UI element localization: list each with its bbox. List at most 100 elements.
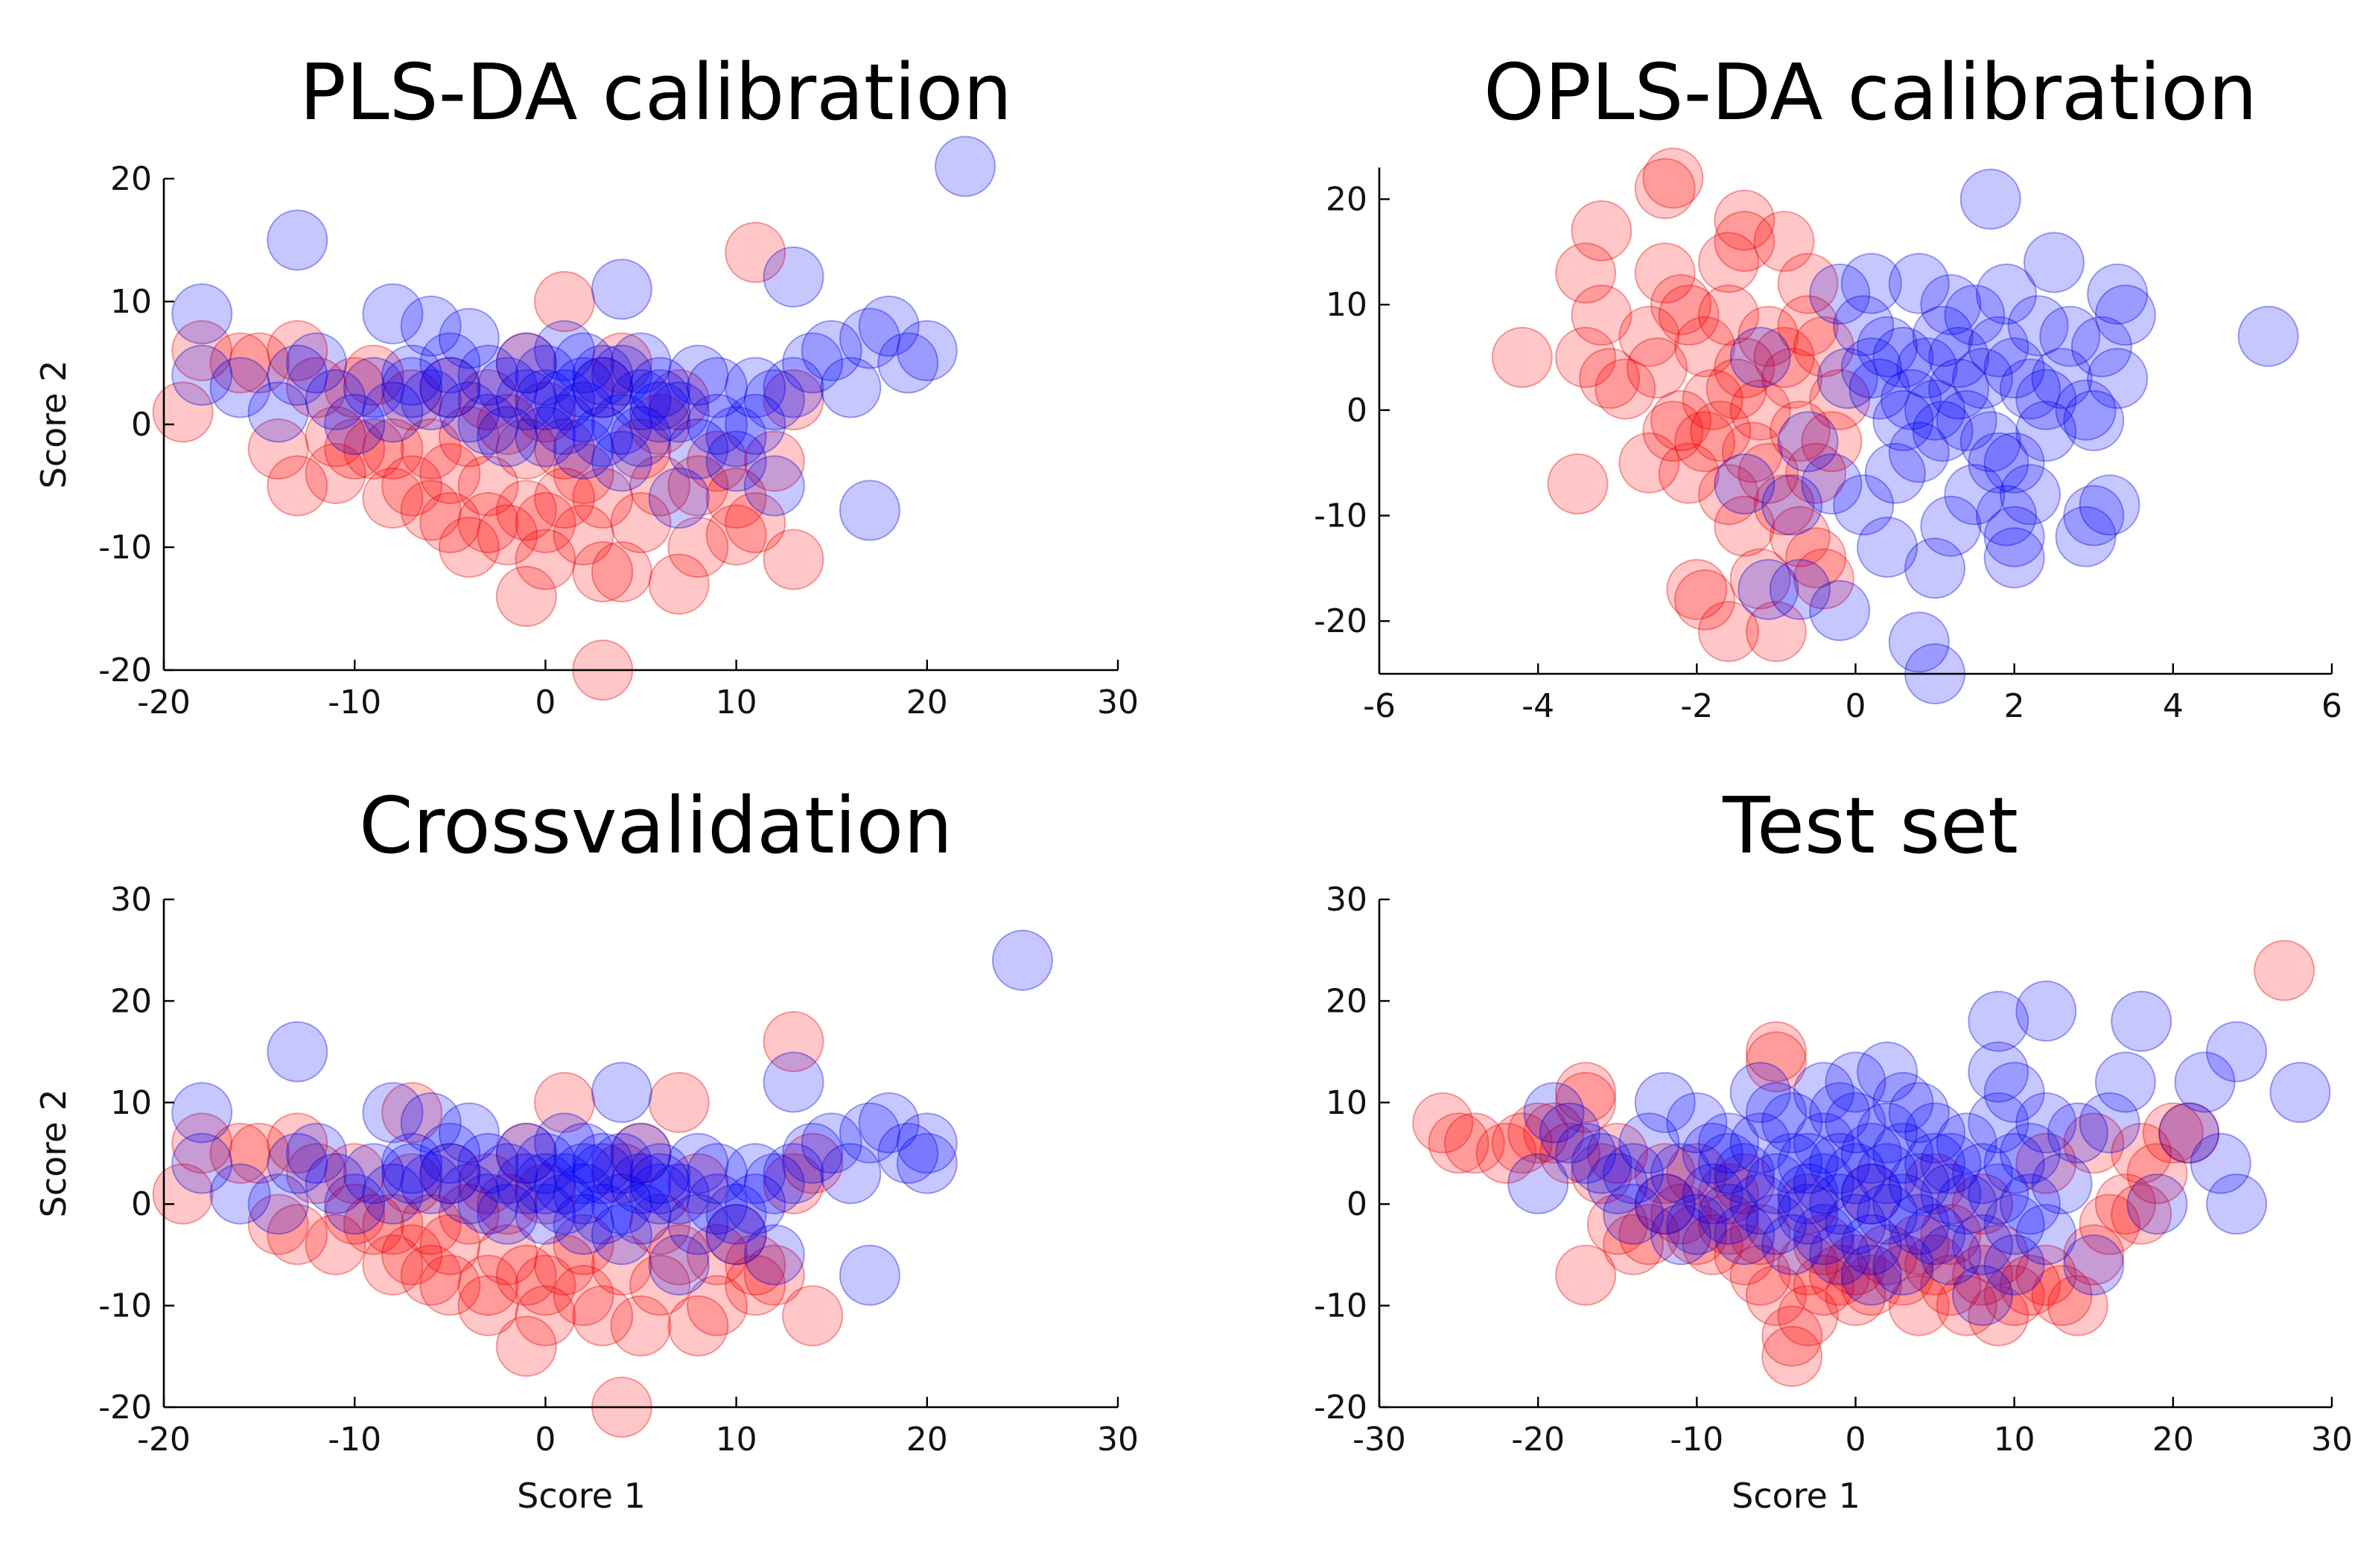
- red-class-point: [1714, 495, 1775, 557]
- red-class-point: [1627, 337, 1688, 399]
- blue-class-point: [171, 283, 233, 345]
- red-class-point: [1769, 401, 1831, 462]
- blue-class-point: [743, 1153, 805, 1214]
- y-tick-label: 0: [1347, 1185, 1367, 1223]
- red-class-point: [763, 1011, 824, 1072]
- red-class-point: [419, 443, 481, 504]
- red-class-point: [1793, 1214, 1854, 1275]
- x-tick-label: 6: [2321, 687, 2342, 725]
- red-class-point: [1904, 1234, 1966, 1295]
- blue-class-point: [495, 369, 557, 430]
- blue-class-point: [1928, 327, 1990, 388]
- blue-class-point: [209, 357, 271, 418]
- blue-class-point: [2055, 506, 2117, 567]
- blue-class-point: [1857, 316, 1918, 377]
- red-class-point: [343, 418, 404, 479]
- red-class-point: [2047, 1275, 2108, 1336]
- blue-class-point: [1793, 1112, 1854, 1174]
- blue-class-point: [1666, 1092, 1728, 1154]
- red-class-point: [495, 479, 557, 541]
- y-tick-label: 30: [1326, 881, 1367, 919]
- red-class-point: [1729, 1204, 1791, 1266]
- red-class-point: [648, 1071, 710, 1133]
- blue-class-point: [1738, 558, 1799, 620]
- red-class-point: [2111, 1123, 2172, 1184]
- red-class-point: [1674, 316, 1735, 377]
- blue-class-point: [1825, 1092, 1886, 1154]
- scatter-panel-1: PLS-DA calibration -20 -10 0 10 20 30 -20 -10 0 10…: [34, 47, 1139, 721]
- blue-class-point: [610, 1183, 672, 1245]
- red-class-point: [381, 1153, 443, 1214]
- red-class-point: [1793, 1255, 1854, 1316]
- blue-class-point: [1904, 1102, 1966, 1164]
- red-class-point: [705, 468, 767, 529]
- red-class-point: [381, 1224, 443, 1286]
- blue-class-point: [839, 1102, 900, 1164]
- blue-class-point: [1857, 1041, 1918, 1103]
- blue-class-point: [171, 345, 233, 406]
- x-tick-label: 30: [1097, 1421, 1139, 1459]
- blue-class-point: [419, 357, 481, 418]
- blue-class-point: [1968, 316, 2029, 377]
- red-class-point: [1705, 358, 1767, 420]
- blue-class-point: [1761, 1092, 1823, 1154]
- blue-class-point: [495, 332, 557, 394]
- x-tick-label: 10: [716, 683, 757, 721]
- y-tick-label: 20: [1326, 181, 1367, 219]
- blue-class-point: [1920, 274, 1982, 336]
- blue-class-point: [400, 369, 462, 430]
- red-class-point: [1785, 442, 1847, 504]
- red-class-point: [553, 504, 614, 566]
- red-class-point: [2031, 1265, 2093, 1326]
- blue-class-point: [2015, 1092, 2077, 1154]
- red-class-point: [1777, 1234, 1839, 1295]
- blue-class-point: [1745, 1153, 1807, 1214]
- blue-class-point: [2000, 1173, 2061, 1235]
- red-class-point: [419, 357, 481, 418]
- blue-class-point: [2015, 981, 2077, 1042]
- red-class-point: [1698, 232, 1759, 293]
- blue-class-point: [782, 332, 844, 394]
- red-class-point: [419, 1255, 481, 1316]
- blue-class-point: [1888, 252, 1950, 314]
- red-class-point: [2015, 1244, 2077, 1306]
- blue-class-point: [2269, 1062, 2331, 1124]
- blue-class-point: [610, 1123, 672, 1184]
- data-points: [1412, 940, 2331, 1387]
- red-class-point: [171, 320, 233, 381]
- blue-class-point: [2206, 1173, 2268, 1235]
- red-class-point: [1714, 1224, 1775, 1286]
- blue-class-point: [553, 1163, 614, 1225]
- red-class-point: [1491, 1112, 1553, 1174]
- blue-class-point: [1983, 432, 2045, 494]
- blue-class-point: [1618, 1112, 1680, 1174]
- red-class-point: [495, 1316, 557, 1377]
- red-class-point: [400, 479, 462, 541]
- red-class-point: [1666, 1143, 1728, 1205]
- blue-class-point: [1840, 252, 1902, 314]
- blue-class-point: [1888, 421, 1950, 483]
- y-tick-label: 10: [110, 283, 152, 321]
- blue-class-point: [1571, 1132, 1633, 1194]
- blue-class-point: [2158, 1102, 2220, 1164]
- blue-class-point: [515, 369, 576, 430]
- blue-class-point: [1959, 411, 2021, 473]
- blue-class-point: [1793, 1204, 1854, 1266]
- blue-class-point: [1650, 1204, 1711, 1266]
- red-class-point: [1586, 1123, 1648, 1184]
- red-class-point: [553, 1265, 614, 1326]
- y-axis-title: Score 2: [34, 1089, 74, 1218]
- red-class-point: [171, 1112, 233, 1174]
- blue-class-point: [1833, 295, 1895, 357]
- blue-class-point: [1809, 1173, 1871, 1235]
- blue-class-point: [1777, 1163, 1839, 1225]
- blue-class-point: [1881, 369, 1942, 430]
- red-class-point: [362, 418, 424, 479]
- red-class-point: [1793, 316, 1854, 377]
- x-tick-label: 10: [716, 1421, 757, 1459]
- blue-class-point: [2094, 284, 2156, 346]
- blue-class-point: [896, 320, 958, 381]
- blue-class-point: [534, 394, 595, 455]
- blue-class-point: [610, 332, 672, 394]
- blue-class-point: [1857, 1102, 1918, 1164]
